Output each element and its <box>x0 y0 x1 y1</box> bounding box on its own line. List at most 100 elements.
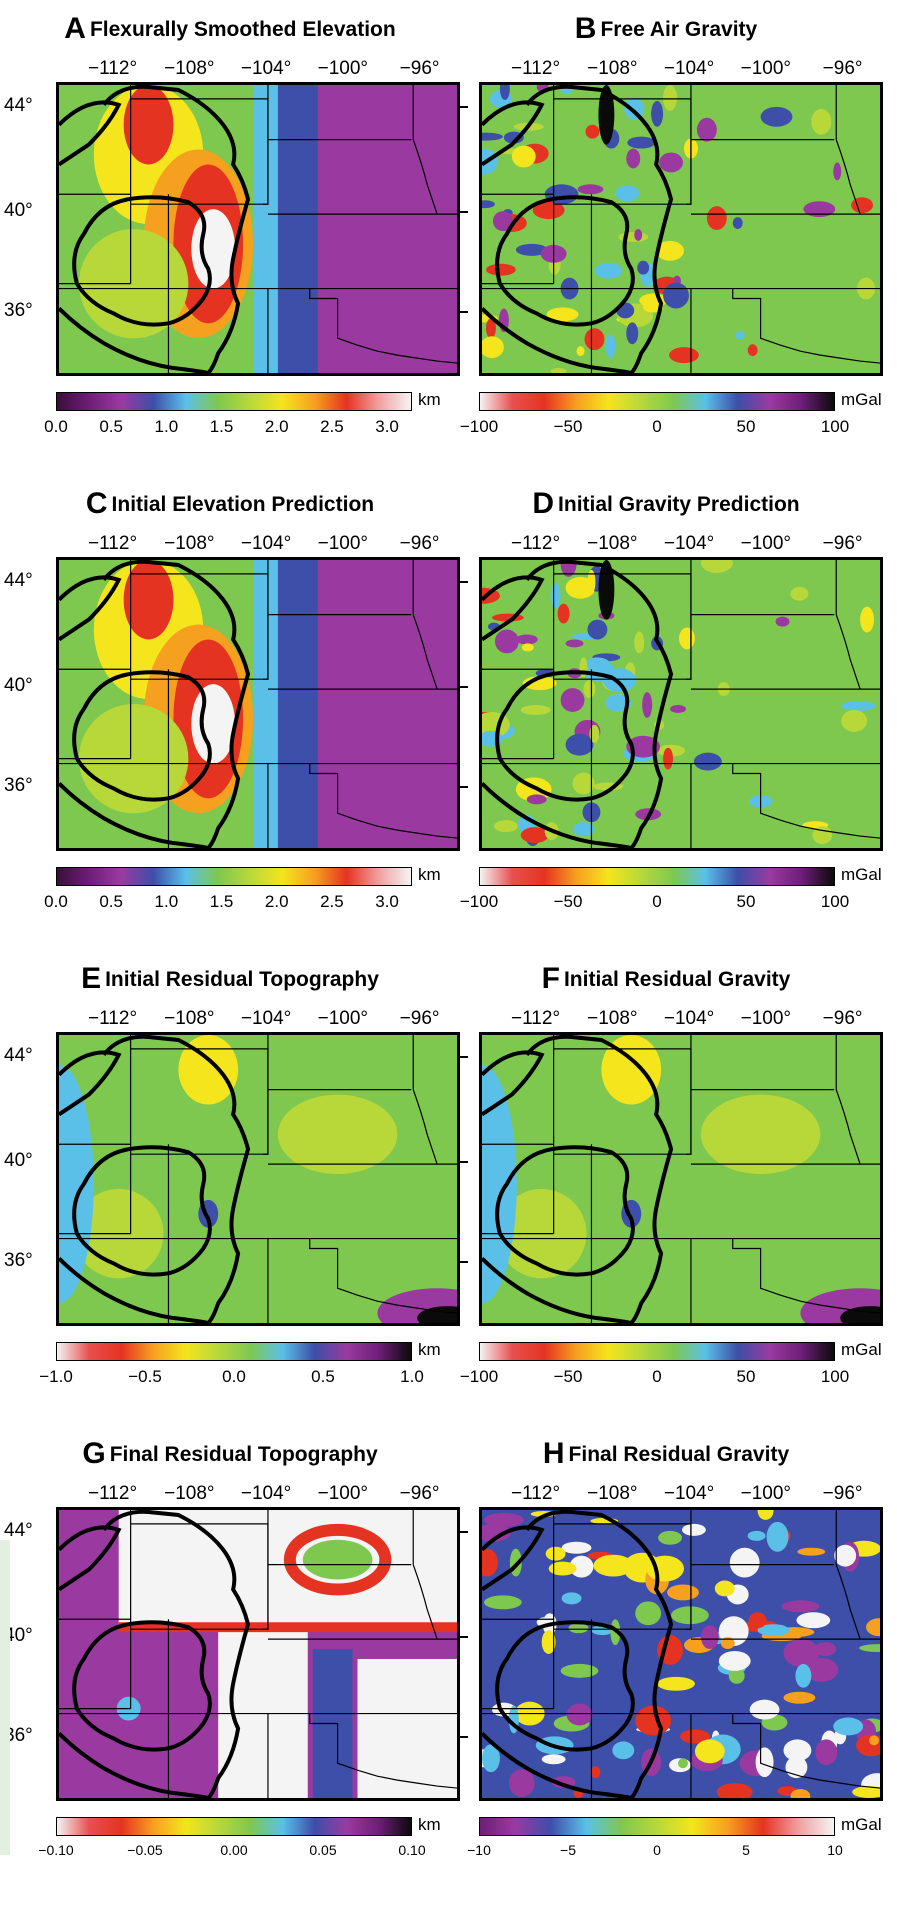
longitude-label: −112° <box>511 58 561 79</box>
colorbar <box>479 867 835 886</box>
longitude-label: −96° <box>822 1483 863 1504</box>
longitude-label: −96° <box>399 1008 440 1029</box>
colorbar-tick-label: 1.0 <box>154 892 179 911</box>
longitude-label: −96° <box>399 1483 440 1504</box>
side-strip <box>0 1540 10 1855</box>
latitude-label: 40° <box>4 1625 33 1647</box>
latitude-label: 36° <box>4 1725 33 1747</box>
panel-f: F Initial Residual Gravity −112° −108° −104°… <box>449 960 889 1435</box>
latitude-label: 40° <box>4 200 33 222</box>
longitude-label: −96° <box>399 58 440 79</box>
colorbar-tick-label: 0.00 <box>220 1842 248 1858</box>
colorbar-tick-label: 1.0 <box>400 1367 424 1386</box>
latitude-label: 44° <box>4 1519 33 1541</box>
map-field <box>482 85 880 373</box>
colorbar-tick-label: −100 <box>459 892 499 911</box>
panel-e: E Initial Residual Topography −112° −108° −1… <box>0 960 468 1435</box>
longitude-label: −112° <box>88 1483 138 1504</box>
panel-title-text: Initial Elevation Prediction <box>111 493 375 516</box>
colorbar-tick-label: −100 <box>459 417 499 436</box>
colorbar <box>479 1817 835 1836</box>
colorbar <box>56 1817 412 1836</box>
latitude-label: 40° <box>4 675 33 697</box>
longitude-label: −96° <box>399 533 440 554</box>
colorbar-unit: km <box>418 1815 441 1834</box>
colorbar-tick-label: 50 <box>736 417 756 436</box>
longitude-label: −96° <box>822 1008 863 1029</box>
colorbar-tick-label: 0.0 <box>222 1367 246 1386</box>
colorbar <box>479 392 835 411</box>
panel-title-text: Flexurally Smoothed Elevation <box>89 18 396 41</box>
longitude-label: −104° <box>663 1483 715 1504</box>
colorbar-tick-label: −0.05 <box>127 1842 163 1858</box>
latitude-tick <box>460 211 468 214</box>
colorbar-tick-label: 0 <box>652 1367 662 1386</box>
longitude-label: −112° <box>88 1008 138 1029</box>
colorbar-tick-label: 0 <box>652 892 662 911</box>
longitude-label: −104° <box>240 1483 292 1504</box>
latitude-label: 44° <box>4 94 33 116</box>
longitude-label: −108° <box>164 1008 215 1029</box>
colorbar-unit: km <box>418 1340 441 1359</box>
colorbar-unit: km <box>418 390 441 409</box>
latitude-tick <box>460 686 468 689</box>
panel-letter: B <box>574 12 597 45</box>
panel-g: G Final Residual Topography −112° −108° −104… <box>0 1435 468 1910</box>
longitude-label: −112° <box>88 533 138 554</box>
colorbar-unit: mGal <box>841 1815 882 1834</box>
map-field <box>59 85 457 373</box>
map-field <box>59 1035 457 1323</box>
map-panel-d <box>479 557 883 851</box>
panel-title: B Free Air Gravity <box>449 12 883 46</box>
longitude-label: −104° <box>663 1008 715 1029</box>
panel-a: A Flexurally Smoothed Elevation −112° −108°… <box>0 10 468 485</box>
colorbar-tick-label: −100 <box>459 1367 499 1386</box>
colorbar-unit: km <box>418 865 441 884</box>
colorbar-tick-label: −0.10 <box>38 1842 74 1858</box>
longitude-label: −112° <box>511 1008 561 1029</box>
colorbar-tick-label: 100 <box>820 1367 850 1386</box>
colorbar-tick-label: 2.0 <box>264 417 289 436</box>
latitude-label: 36° <box>4 300 33 322</box>
colorbar-tick-label: 0.5 <box>99 417 123 436</box>
colorbar <box>56 392 412 411</box>
longitude-label: −100° <box>740 1008 792 1029</box>
latitude-tick <box>460 1261 468 1264</box>
colorbar-tick-label: 0.0 <box>44 417 68 436</box>
colorbar-tick-label: 2.0 <box>264 892 289 911</box>
longitude-label: −104° <box>663 58 715 79</box>
colorbar-unit: mGal <box>841 865 882 884</box>
longitude-label: −100° <box>317 1008 369 1029</box>
longitude-label: −100° <box>317 1483 369 1504</box>
map-field <box>482 1035 880 1323</box>
longitude-label: −100° <box>740 1483 792 1504</box>
latitude-label: 40° <box>4 1150 33 1172</box>
longitude-label: −100° <box>740 58 792 79</box>
colorbar-tick-label: 3.0 <box>375 417 399 436</box>
latitude-tick <box>460 1736 468 1739</box>
longitude-label: −100° <box>317 533 369 554</box>
panel-letter: H <box>542 1437 565 1470</box>
panel-title-text: Initial Residual Gravity <box>563 968 791 991</box>
longitude-label: −108° <box>164 1483 215 1504</box>
longitude-label: −112° <box>511 1483 561 1504</box>
colorbar-tick-label: −10 <box>467 1842 491 1858</box>
latitude-tick <box>460 311 468 314</box>
colorbar-tick-label: 0 <box>653 1842 661 1858</box>
colorbar-tick-label: 3.0 <box>375 892 399 911</box>
colorbar-unit: mGal <box>841 1340 882 1359</box>
colorbar-tick-label: 1.5 <box>209 892 234 911</box>
colorbar-tick-label: −0.5 <box>128 1367 162 1386</box>
map-panel-h <box>479 1507 883 1801</box>
panel-title: F Initial Residual Gravity <box>449 962 883 996</box>
latitude-tick <box>460 786 468 789</box>
latitude-tick <box>460 1055 468 1058</box>
colorbar-tick-label: 1.0 <box>154 417 179 436</box>
latitude-tick <box>460 1161 468 1164</box>
map-field <box>59 560 457 848</box>
colorbar-tick-label: 100 <box>820 892 850 911</box>
longitude-label: −96° <box>822 58 863 79</box>
latitude-label: 44° <box>4 1044 33 1066</box>
colorbar <box>56 1342 412 1361</box>
longitude-label: −108° <box>587 58 638 79</box>
